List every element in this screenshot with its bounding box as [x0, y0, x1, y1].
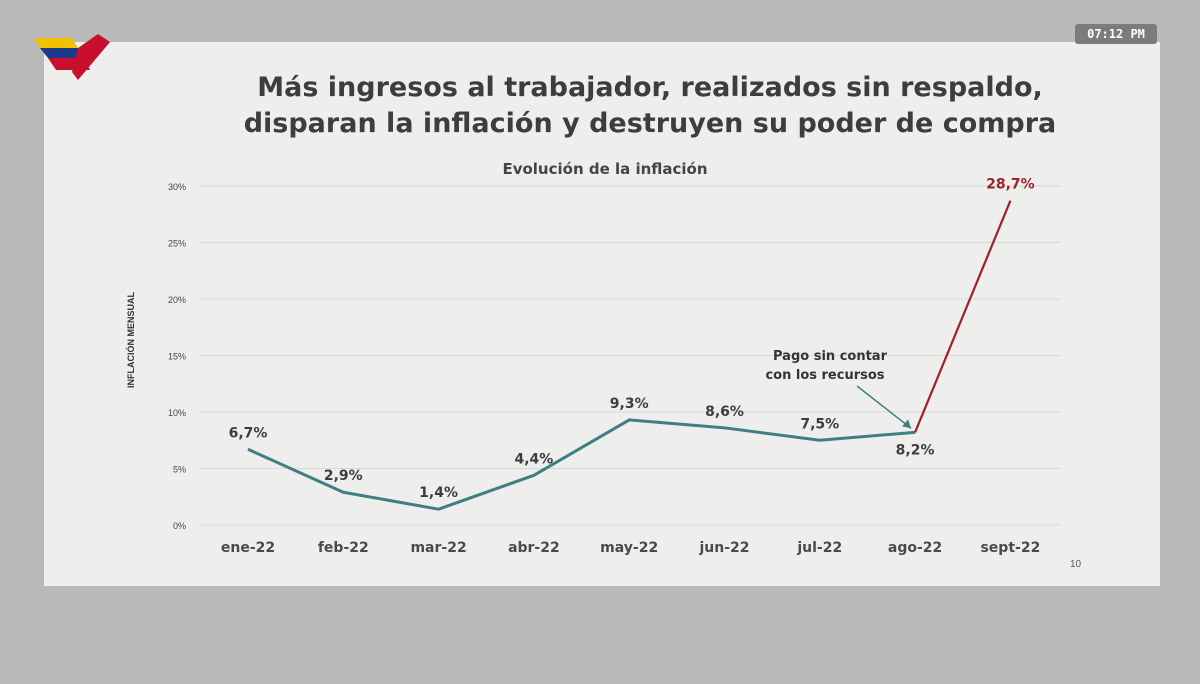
x-tick-label: jun-22: [698, 540, 749, 556]
y-axis-label: INFLACIÓN MENSUAL: [125, 292, 136, 388]
y-tick-label: 25%: [168, 239, 186, 249]
series-line-highlight: [914, 200, 1012, 433]
y-tick-label: 15%: [168, 352, 186, 362]
x-tick-label: may-22: [600, 540, 658, 556]
x-tick-label: ene-22: [221, 540, 275, 556]
y-tick-label: 30%: [168, 182, 186, 192]
slide: [44, 42, 1160, 586]
data-label: 2,9%: [324, 468, 363, 484]
data-label: 8,2%: [896, 442, 935, 458]
y-tick-label: 0%: [173, 521, 186, 531]
series-line: [247, 418, 916, 511]
logo-icon: [34, 34, 110, 80]
x-tick-label: mar-22: [410, 540, 466, 556]
y-tick-label: 5%: [173, 465, 186, 475]
data-label: 4,4%: [514, 451, 553, 467]
chart-title: Evolución de la inflación: [502, 160, 707, 178]
title-line-1: Más ingresos al trabajador, realizados s…: [257, 72, 1043, 103]
data-label: 9,3%: [610, 396, 649, 412]
clock-overlay: 07:12 PM: [1075, 24, 1157, 44]
data-label: 7,5%: [800, 416, 839, 432]
slide-number: 10: [1070, 559, 1082, 570]
data-label: 1,4%: [419, 485, 458, 501]
slide-title: Más ingresos al trabajador, realizados s…: [150, 70, 1150, 142]
annotation-line-1: Pago sin contar: [773, 349, 888, 364]
title-line-2: disparan la inflación y destruyen su pod…: [243, 108, 1057, 139]
data-label: 28,7%: [986, 177, 1035, 193]
x-tick-label: jul-22: [796, 540, 842, 556]
x-tick-label: abr-22: [508, 540, 560, 556]
annotation-arrow: [856, 385, 912, 429]
data-label: 8,6%: [705, 404, 744, 420]
annotation-arrowhead: [902, 419, 912, 429]
y-tick-label: 10%: [168, 408, 186, 418]
annotation-line-2: con los recursos: [765, 368, 884, 383]
x-tick-label: sept-22: [980, 540, 1040, 556]
x-tick-label: feb-22: [318, 540, 369, 556]
x-tick-label: ago-22: [888, 540, 942, 556]
data-label: 6,7%: [229, 425, 268, 441]
y-tick-label: 20%: [168, 295, 186, 305]
